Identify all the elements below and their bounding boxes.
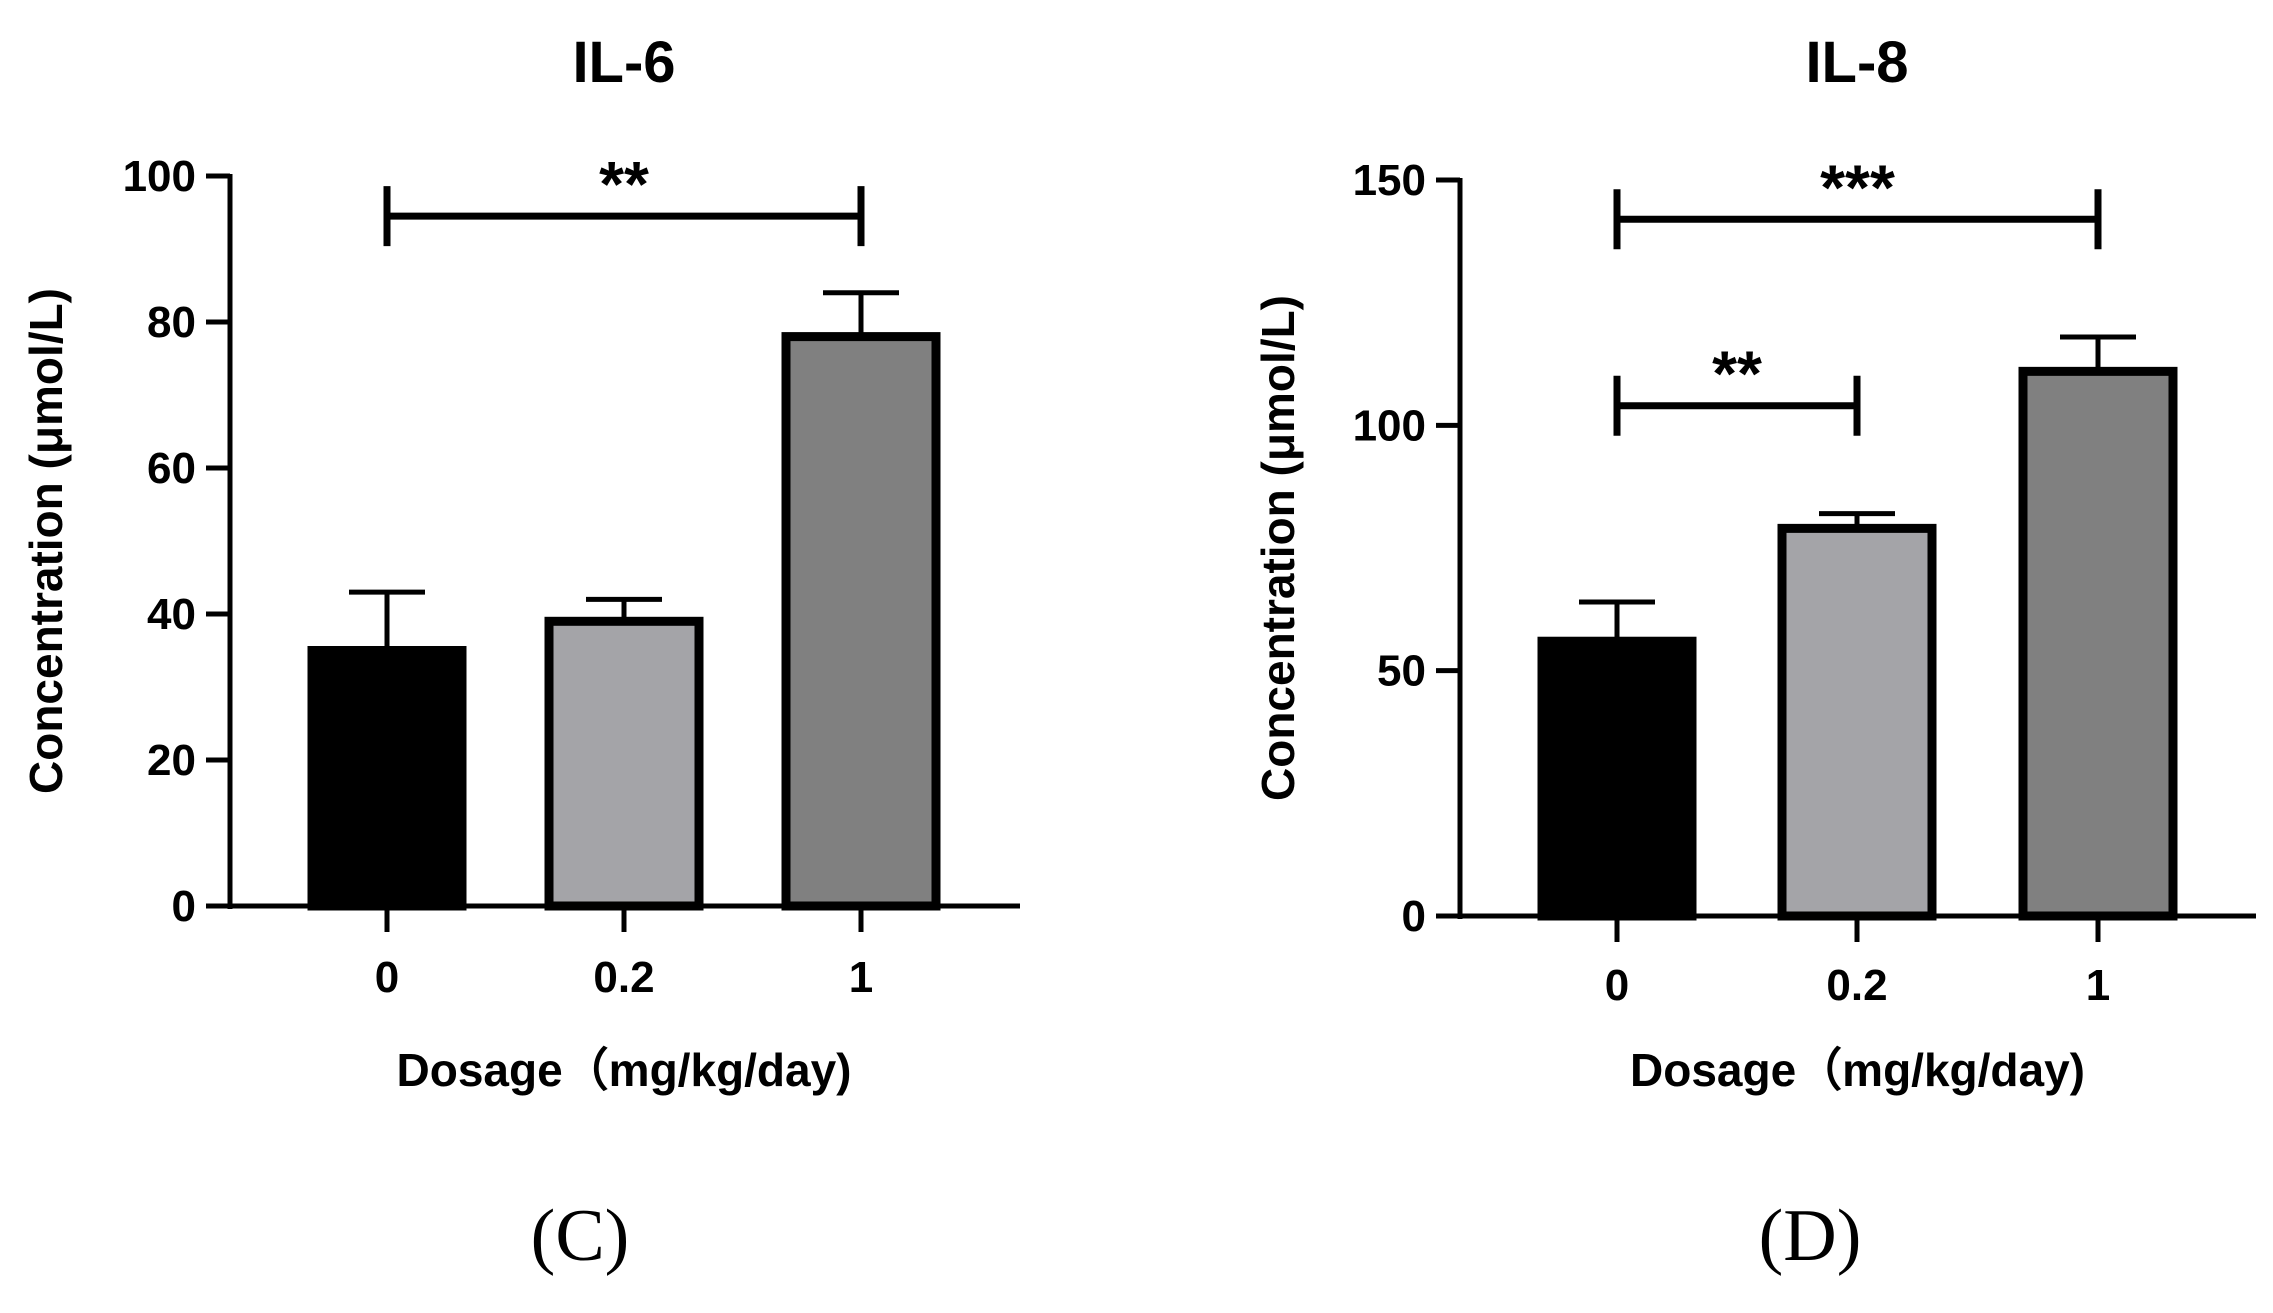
y-tick-label: 0 bbox=[172, 882, 196, 931]
x-axis-label: Dosage（mg/kg/day) bbox=[397, 1044, 852, 1096]
panel-label: (C) bbox=[531, 1195, 630, 1277]
x-axis-label: Dosage（mg/kg/day) bbox=[1630, 1044, 2085, 1096]
bar bbox=[1537, 636, 1697, 921]
y-tick-label: 0 bbox=[1402, 892, 1426, 941]
significance-label: *** bbox=[1820, 151, 1895, 223]
chart-il6: IL-6 0 20 40 60 80 100 Concentration (μmol/L) 0 0… bbox=[20, 30, 1020, 1277]
chart-title: IL-6 bbox=[572, 30, 675, 95]
significance-label: ** bbox=[1712, 338, 1762, 410]
bar bbox=[544, 616, 704, 911]
y-tick-label: 40 bbox=[147, 590, 196, 639]
y-tick-label: 50 bbox=[1377, 647, 1426, 696]
bar bbox=[1777, 523, 1937, 921]
y-tick-label: 60 bbox=[147, 444, 196, 493]
x-tick-label: 0.2 bbox=[593, 953, 654, 1002]
y-tick-label: 80 bbox=[147, 298, 196, 347]
panel-label: (D) bbox=[1759, 1195, 1862, 1277]
x-tick-label: 0 bbox=[375, 953, 399, 1002]
bar bbox=[781, 332, 941, 911]
y-tick-label: 100 bbox=[123, 152, 196, 201]
y-tick-label: 100 bbox=[1353, 401, 1426, 450]
bar bbox=[2018, 366, 2178, 921]
significance-label: ** bbox=[599, 148, 649, 220]
y-axis-label: Concentration (μmol/L) bbox=[20, 288, 72, 794]
y-tick-label: 20 bbox=[147, 736, 196, 785]
y-tick-label: 150 bbox=[1353, 156, 1426, 205]
x-tick-label: 0 bbox=[1605, 961, 1629, 1010]
y-axis-label: Concentration (μmol/L) bbox=[1252, 295, 1304, 801]
bar bbox=[307, 646, 467, 911]
x-tick-label: 0.2 bbox=[1826, 961, 1887, 1010]
chart-title: IL-8 bbox=[1805, 30, 1908, 95]
x-tick-label: 1 bbox=[2086, 961, 2110, 1010]
chart-il8: IL-8 0 50 100 150 Concentration (μmol/L) 0 0.2 1… bbox=[1252, 30, 2256, 1277]
x-tick-label: 1 bbox=[849, 953, 873, 1002]
